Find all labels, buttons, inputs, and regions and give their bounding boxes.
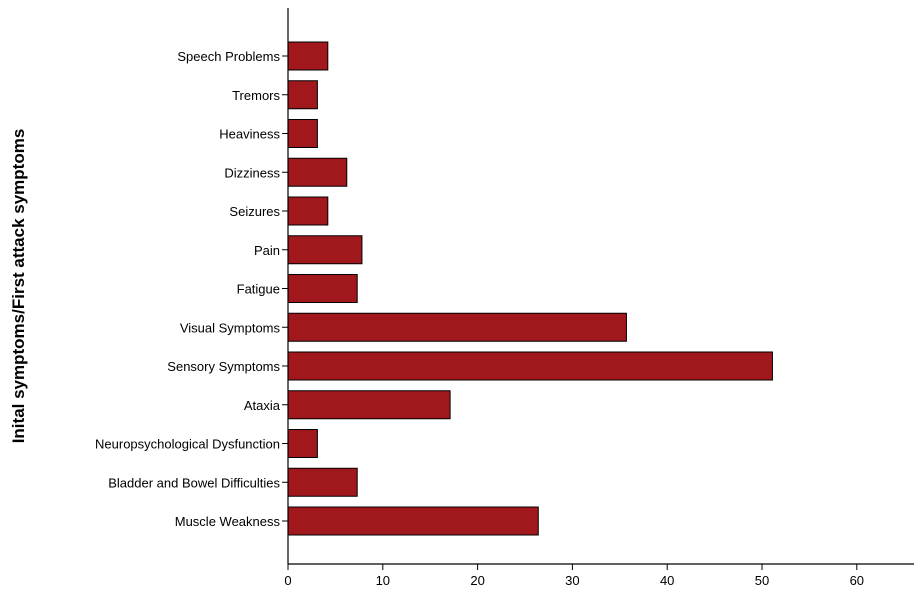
x-tick-label-20: 20 bbox=[470, 573, 484, 588]
bar-tremors bbox=[287, 80, 318, 110]
category-label-bladder-and-bowel-difficulties: Bladder and Bowel Difficulties bbox=[108, 475, 280, 490]
category-label-muscle-weakness: Muscle Weakness bbox=[175, 514, 281, 529]
category-label-tremors: Tremors bbox=[232, 88, 280, 103]
bar-visual-symptoms bbox=[287, 312, 627, 342]
x-tick-label-60: 60 bbox=[850, 573, 864, 588]
x-tick-label-50: 50 bbox=[755, 573, 769, 588]
x-tick-label-30: 30 bbox=[565, 573, 579, 588]
category-label-pain: Pain bbox=[254, 243, 280, 258]
x-axis-ticks: 0 10 20 30 40 50 60 bbox=[284, 564, 864, 588]
bar-sensory-symptoms bbox=[287, 351, 773, 381]
category-label-speech-problems: Speech Problems bbox=[177, 49, 280, 64]
category-label-visual-symptoms: Visual Symptoms bbox=[180, 320, 281, 335]
bar-neuropsychological-dysfunction bbox=[287, 429, 318, 458]
category-label-dizziness: Dizziness bbox=[224, 165, 280, 180]
bar-muscle-weakness bbox=[287, 506, 539, 536]
bars-group bbox=[287, 41, 773, 536]
x-tick-label-40: 40 bbox=[660, 573, 674, 588]
x-tick-label-10: 10 bbox=[376, 573, 390, 588]
category-label-heaviness: Heaviness bbox=[219, 127, 280, 142]
x-tick-label-0: 0 bbox=[284, 573, 291, 588]
category-label-seizures: Seizures bbox=[229, 204, 280, 219]
category-label-ataxia: Ataxia bbox=[244, 398, 281, 413]
category-labels: Speech Problems Tremors Heaviness Dizziness… bbox=[95, 49, 288, 529]
bar-pain bbox=[287, 235, 363, 265]
category-label-neuropsychological-dysfunction: Neuropsychological Dysfunction bbox=[95, 437, 280, 452]
bar-ataxia bbox=[287, 390, 451, 420]
bar-fatigue bbox=[287, 274, 358, 303]
bar-heaviness bbox=[287, 119, 318, 148]
bar-speech-problems bbox=[287, 41, 329, 71]
bar-seizures bbox=[287, 196, 329, 226]
bar-dizziness bbox=[287, 157, 348, 187]
category-label-sensory-symptoms: Sensory Symptoms bbox=[167, 359, 280, 374]
category-label-fatigue: Fatigue bbox=[237, 282, 280, 297]
y-axis-title: Inital symptoms/First attack symptoms bbox=[9, 129, 28, 444]
bar-bladder-and-bowel-difficulties bbox=[287, 467, 358, 497]
